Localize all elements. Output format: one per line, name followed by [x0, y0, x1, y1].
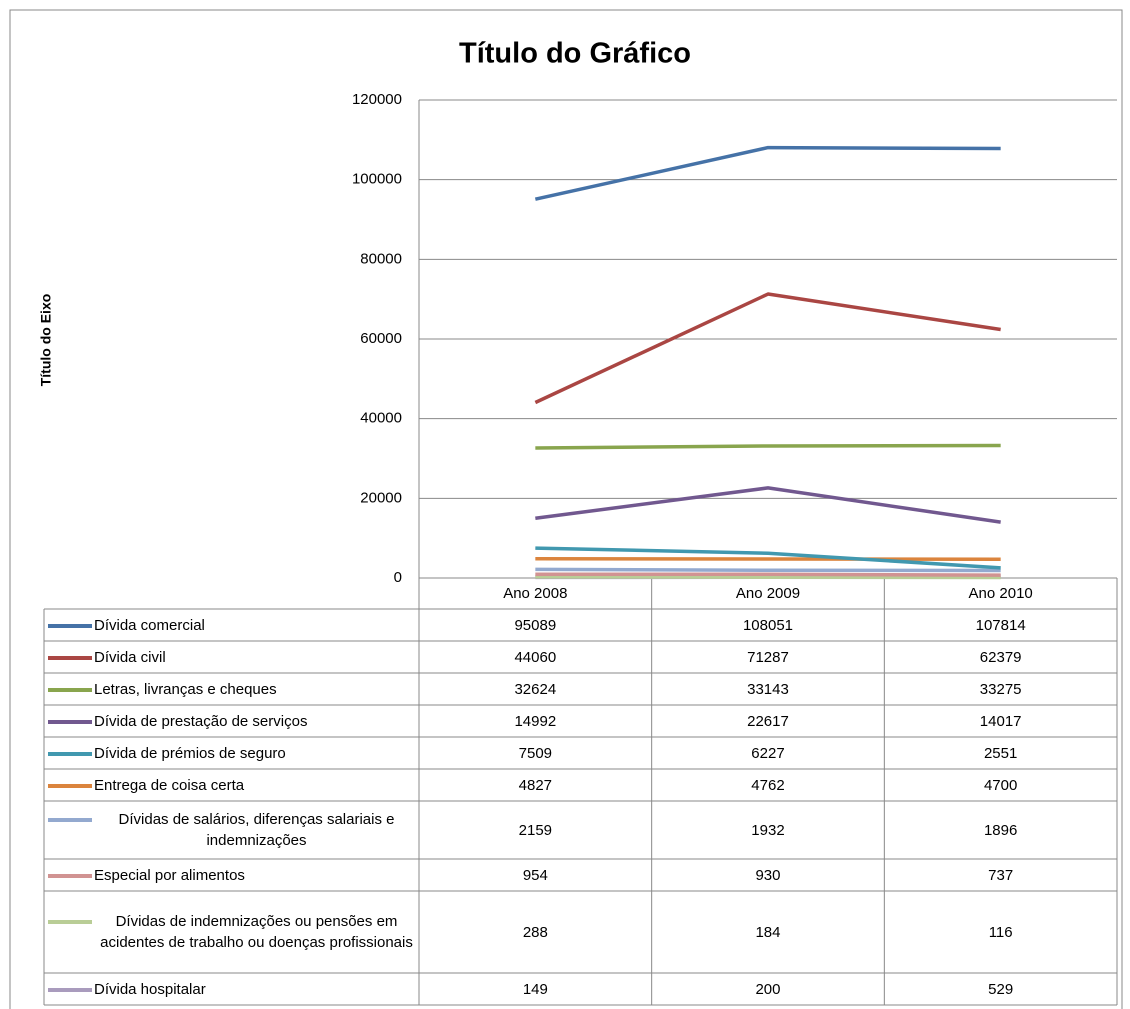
table-value: 62379: [979, 648, 1022, 666]
table-value: 107814: [975, 616, 1026, 634]
table-value: 2551: [983, 744, 1018, 762]
legend-key: [48, 987, 92, 992]
legend-key: [48, 687, 92, 692]
table-value: 116: [988, 923, 1013, 941]
legend-cell: Entrega de coisa certa: [44, 769, 419, 801]
legend-label: Dívidas de indemnizações ou pensões em a…: [48, 911, 419, 953]
y-tick-label: 0: [394, 569, 402, 586]
legend-cell: Dívidas de salários, diferenças salariai…: [44, 801, 419, 859]
table-value: 6227: [751, 744, 785, 762]
table-value: 14017: [979, 712, 1022, 730]
legend-label: Dívida civil: [48, 647, 166, 668]
x-tick-label: Ano 2010: [968, 585, 1033, 602]
table-value: 200: [755, 980, 781, 998]
table-value: 14992: [514, 712, 557, 730]
y-tick-label: 60000: [360, 330, 402, 347]
table-value: 288: [522, 923, 548, 941]
y-tick-label: 20000: [360, 489, 402, 506]
table-value: 4827: [518, 776, 553, 794]
legend-cell: Dívida de prémios de seguro: [44, 737, 419, 769]
table-value: 44060: [514, 648, 557, 666]
legend-key: [48, 751, 92, 756]
legend-key: [48, 783, 92, 788]
series-line: [535, 567, 1001, 573]
table-value: 184: [755, 923, 781, 941]
y-tick-label: 100000: [352, 171, 402, 188]
legend-key: [48, 873, 92, 878]
legend-cell: Letras, livranças e cheques: [44, 673, 419, 705]
table-value: 32624: [514, 680, 557, 698]
table-value: 33143: [747, 680, 789, 698]
series-line: [535, 546, 1001, 570]
y-tick-label: 80000: [360, 250, 402, 267]
y-tick-label: 120000: [352, 91, 402, 108]
series-line: [535, 443, 1001, 450]
legend-label: Dívidas de salários, diferenças salariai…: [48, 809, 419, 851]
legend-label: Especial por alimentos: [48, 865, 245, 886]
table-value: 149: [522, 980, 548, 998]
legend-cell: Dívida de prestação de serviços: [44, 705, 419, 737]
table-value: 1932: [751, 821, 785, 839]
table-value: 4762: [751, 776, 785, 794]
series-line: [535, 575, 1001, 580]
table-value: 1896: [983, 821, 1018, 839]
legend-cell: Dívida hospitalar: [44, 973, 419, 1005]
table-value: 737: [988, 866, 1014, 884]
table-value: 529: [988, 980, 1014, 998]
legend-key: [48, 655, 92, 660]
y-tick-label: 40000: [360, 410, 402, 427]
table-value: 954: [522, 866, 548, 884]
legend-cell: Dívidas de indemnizações ou pensões em a…: [44, 891, 419, 973]
table-value: 2159: [518, 821, 553, 839]
table-value: 930: [755, 866, 781, 884]
legend-key: [48, 818, 92, 822]
series-line: [535, 572, 1001, 577]
y-axis-title: Título do Eixo: [38, 294, 54, 387]
table-value: 108051: [742, 616, 794, 634]
series-line: [534, 145, 1001, 201]
legend-cell: Especial por alimentos: [44, 859, 419, 891]
table-value: 33275: [979, 680, 1022, 698]
series-line: [535, 486, 1001, 524]
legend-cell: Dívida comercial: [44, 609, 419, 641]
legend-label: Letras, livranças e cheques: [48, 679, 277, 700]
x-tick-label: Ano 2009: [735, 585, 801, 602]
legend-key: [48, 920, 92, 924]
legend-label: Entrega de coisa certa: [48, 775, 244, 796]
series-line: [534, 292, 1001, 405]
series-line: [535, 557, 1001, 562]
legend-cell: Dívida civil: [44, 641, 419, 673]
legend-key: [48, 719, 92, 724]
table-value: 95089: [514, 616, 557, 634]
x-tick-label: Ano 2008: [503, 585, 568, 602]
table-value: 22617: [747, 712, 789, 730]
legend-label: Dívida de prestação de serviços: [48, 711, 307, 732]
legend-label: Dívida hospitalar: [48, 979, 206, 1000]
legend-label: Dívida comercial: [48, 615, 205, 636]
chart-title: Título do Gráfico: [459, 38, 691, 70]
legend-key: [48, 623, 92, 628]
chart-border: [9, 9, 1123, 1009]
table-value: 4700: [983, 776, 1018, 794]
table-value: 7509: [518, 744, 553, 762]
table-value: 71287: [747, 648, 789, 666]
legend-label: Dívida de prémios de seguro: [48, 743, 286, 764]
